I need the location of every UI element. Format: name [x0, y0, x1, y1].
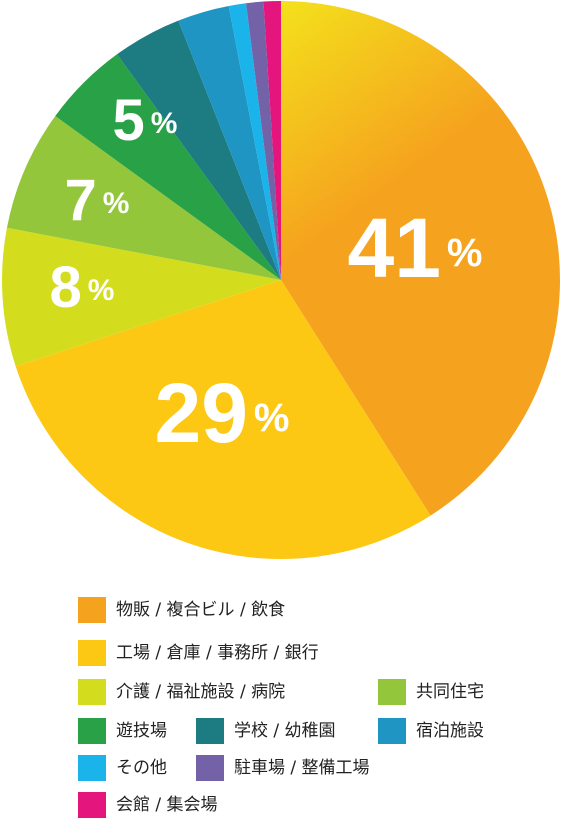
legend-swatch: [78, 792, 106, 818]
pie-slice: [6, 116, 281, 281]
value-label: 5%: [113, 88, 178, 153]
pie-slice: [55, 54, 282, 281]
legend-label: 遊技場: [116, 721, 167, 741]
legend-label: 駐車場 / 整備工場: [234, 758, 370, 778]
pie-slice: [15, 280, 431, 559]
legend-swatch: [378, 679, 406, 705]
pie-slice: [281, 1, 560, 516]
legend-swatch: [78, 679, 106, 705]
value-label: 7%: [65, 168, 130, 233]
legend-label: 宿泊施設: [416, 721, 484, 741]
legend-label: 介護 / 福祉施設 / 病院: [116, 682, 285, 702]
legend-swatch: [196, 718, 224, 744]
pie-slice: [1, 227, 281, 367]
legend-label: 学校 / 幼稚園: [234, 721, 336, 741]
legend-label: 工場 / 倉庫 / 事務所 / 銀行: [116, 643, 319, 663]
legend-swatch: [78, 718, 106, 744]
value-label: 29%: [154, 366, 289, 460]
legend-swatch: [78, 640, 106, 666]
legend-swatch: [78, 597, 106, 623]
pie-slice: [246, 1, 281, 281]
value-label: 41%: [347, 201, 482, 295]
pie-slice: [117, 20, 282, 281]
legend-swatch: [378, 718, 406, 744]
legend-swatch: [196, 755, 224, 781]
pie-slice: [263, 1, 281, 280]
pie-slice: [178, 5, 281, 280]
legend-swatch: [78, 755, 106, 781]
pie-slice: [228, 3, 281, 280]
legend-label: その他: [116, 758, 167, 778]
legend-label: 共同住宅: [416, 682, 484, 702]
legend-label: 会館 / 集会場: [116, 795, 218, 815]
value-label: 8%: [50, 255, 115, 320]
legend-label: 物販 / 複合ビル / 飲食: [116, 600, 285, 620]
